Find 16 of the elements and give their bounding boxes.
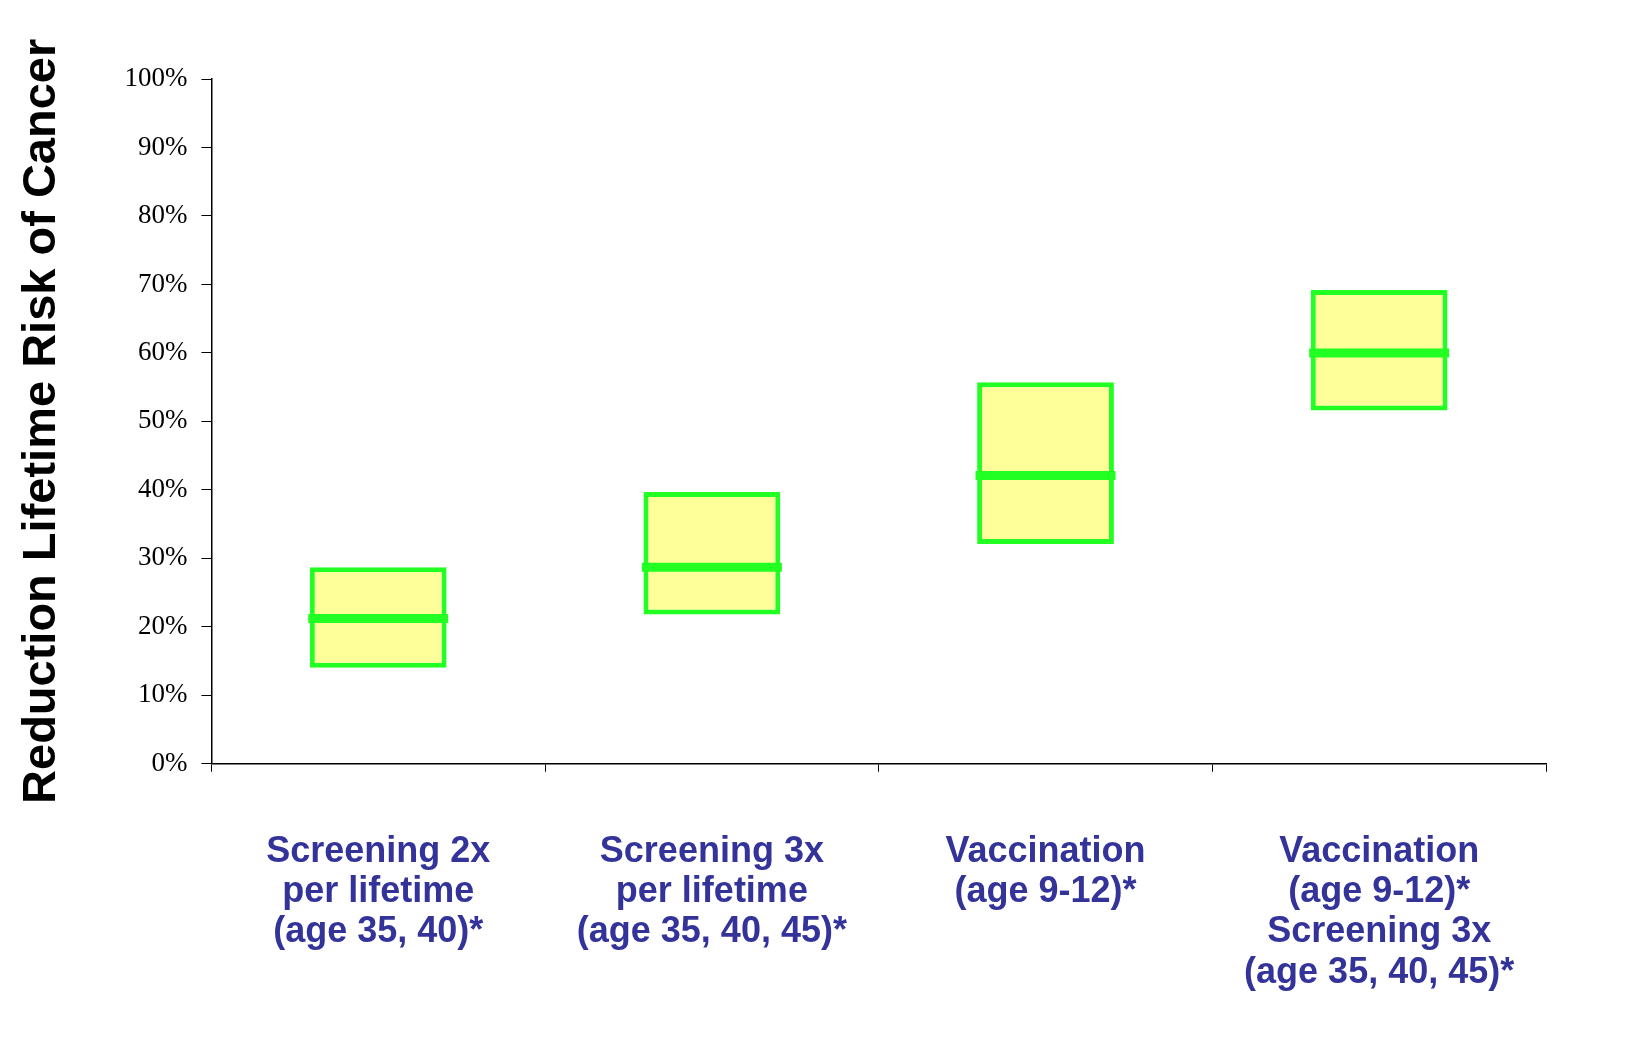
x-tick-label: Vaccination (age 9-12)* xyxy=(945,828,1146,911)
y-tick-label: 20% xyxy=(137,609,188,640)
y-tick-label: 100% xyxy=(124,62,188,93)
y-tick-label: 70% xyxy=(137,267,188,298)
x-tick-label: Screening 2x per lifetime (age 35, 40)* xyxy=(266,828,491,951)
y-tick-label: 50% xyxy=(137,404,188,435)
y-tick-label: 80% xyxy=(137,199,188,230)
y-axis-title: Reduction Lifetime Risk of Cancer xyxy=(12,38,66,804)
y-tick-label: 30% xyxy=(137,541,188,572)
y-tick-label: 40% xyxy=(137,472,188,503)
x-tick-label: Vaccination (age 9-12)* Screening 3x (age 35, 40, 45)* xyxy=(1244,828,1515,991)
y-tick-label: 90% xyxy=(137,130,188,161)
y-tick-label: 60% xyxy=(137,335,188,366)
x-tick-label: Screening 3x per lifetime (age 35, 40, 45)* xyxy=(576,828,847,951)
y-tick-label: 10% xyxy=(137,678,188,709)
y-tick-label: 0% xyxy=(151,746,188,777)
